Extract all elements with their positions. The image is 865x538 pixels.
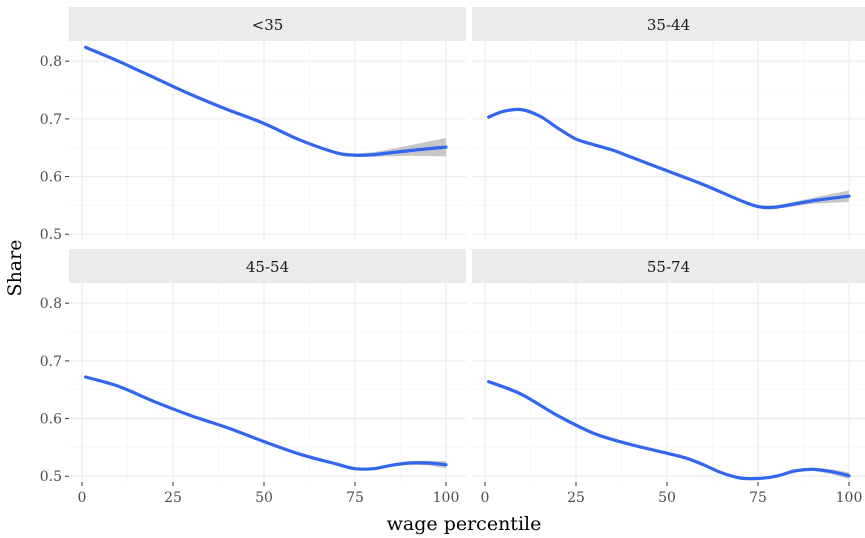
x-tick-label: 0	[481, 490, 490, 506]
facet-strip	[472, 249, 865, 283]
grid-lines	[472, 283, 865, 482]
series-line	[84, 375, 448, 471]
x-tick-label: 25	[567, 490, 585, 506]
y-tick-label: 0.5	[40, 469, 62, 485]
facet-strip	[472, 7, 865, 41]
grid-lines	[69, 41, 466, 240]
facet-strip	[69, 7, 466, 41]
confidence-ribbon	[85, 45, 446, 157]
confidence-ribbon	[488, 380, 849, 480]
facet-panel: 35-44	[472, 7, 865, 240]
series-line	[487, 380, 851, 481]
x-tick-label: 100	[836, 490, 863, 506]
y-tick-label: 0.7	[40, 112, 62, 128]
x-axis-title: wage percentile	[387, 513, 542, 535]
x-tick-label: 50	[255, 490, 273, 506]
x-tick-label: 0	[78, 490, 87, 506]
y-tick-label: 0.6	[40, 412, 62, 428]
grid-lines	[472, 41, 865, 240]
y-tick-label: 0.8	[40, 296, 62, 312]
y-tick-label: 0.6	[40, 170, 62, 186]
facet-strip-label: 35-44	[647, 16, 690, 34]
facet-panel: 55-74 0 25 50 75 100	[472, 249, 865, 506]
facet-strip-label: 45-54	[246, 258, 289, 276]
x-tick-label: 50	[658, 490, 676, 506]
series-line	[487, 107, 851, 210]
x-tick-label: 25	[164, 490, 182, 506]
x-tick-label: 75	[749, 490, 767, 506]
y-tick-label: 0.7	[40, 354, 62, 370]
x-tick-label: 75	[346, 490, 364, 506]
y-axis-title: Share	[4, 240, 26, 297]
facet-strip-label: <35	[252, 16, 284, 34]
grid-lines	[69, 283, 466, 482]
facet-panel: 45-54 0.5 0.6 0.7 0.8 0 25 50 75 100	[40, 249, 466, 506]
facet-panel: <35 0.5 0.6 0.7 0.8	[40, 7, 466, 243]
facet-strip-label: 55-74	[647, 258, 690, 276]
series-line	[84, 45, 448, 157]
x-tick-label: 100	[433, 490, 460, 506]
confidence-ribbon	[488, 108, 849, 209]
facet-strip	[69, 249, 466, 283]
y-tick-label: 0.5	[40, 227, 62, 243]
y-tick-label: 0.8	[40, 54, 62, 70]
